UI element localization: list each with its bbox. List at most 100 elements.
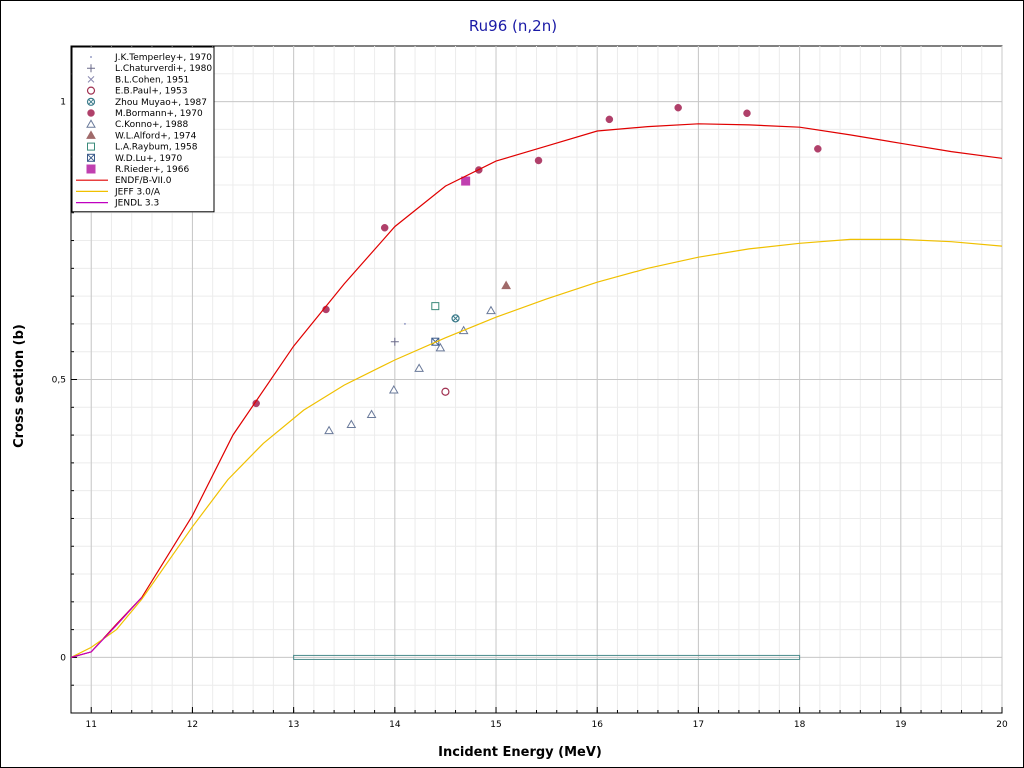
legend-marker-swatch xyxy=(86,86,96,95)
y-axis-label: Cross section (b) xyxy=(12,324,27,448)
series-line xyxy=(71,596,143,658)
legend-marker-swatch xyxy=(86,97,96,106)
marker-filled-circle xyxy=(380,224,389,232)
legend-entry: J.K.Temperley+, 1970 xyxy=(90,53,212,63)
data-point xyxy=(388,385,399,394)
marker-filled-circle xyxy=(674,103,682,112)
series-6 xyxy=(324,305,496,435)
marker-open-circle xyxy=(86,86,96,95)
data-point xyxy=(461,176,471,186)
marker-dot xyxy=(90,56,92,58)
legend-label: Zhou Muyao+, 1987 xyxy=(115,98,207,108)
legend-marker-swatch xyxy=(86,119,96,128)
chart-title: Ru96 (n,2n) xyxy=(469,17,557,35)
data-point xyxy=(674,103,682,112)
marker-open-triangle xyxy=(366,409,377,419)
legend-entry: R.Rieder+, 1966 xyxy=(86,164,189,175)
legend-label: ENDF/B-VII.0 xyxy=(115,176,172,186)
marker-open-square xyxy=(431,302,440,311)
legend-label: W.L.Alford+, 1974 xyxy=(115,131,197,141)
series-14 xyxy=(293,654,801,660)
marker-filled-triangle xyxy=(501,280,512,290)
marker-open-triangle xyxy=(86,119,96,128)
marker-filled-square xyxy=(86,164,96,174)
legend-label: W.D.Lu+, 1970 xyxy=(115,154,183,164)
marker-filled-circle xyxy=(252,399,260,408)
series-line xyxy=(71,238,1002,658)
legend-label: E.B.Paul+, 1953 xyxy=(115,87,188,97)
x-tick-label: 18 xyxy=(794,720,806,730)
marker-plus xyxy=(390,337,399,346)
data-point xyxy=(743,109,751,118)
marker-open-triangle xyxy=(324,425,334,435)
marker-open-triangle xyxy=(388,385,399,394)
legend-entry: W.D.Lu+, 1970 xyxy=(87,153,183,164)
series-11 xyxy=(71,123,1002,658)
y-tick-label: 0,5 xyxy=(52,376,66,386)
marker-cross xyxy=(452,315,459,322)
marker-filled-circle xyxy=(534,156,543,165)
marker-open-triangle xyxy=(346,419,357,429)
legend-entry: JEFF 3.0/A xyxy=(76,187,161,197)
legend-marker-swatch xyxy=(87,153,95,162)
data-point xyxy=(346,419,357,429)
x-tick-label: 13 xyxy=(288,720,299,730)
x-tick-label: 16 xyxy=(591,720,603,730)
data-point xyxy=(501,280,512,290)
y-tick-label: 0 xyxy=(60,653,66,663)
legend-label: JENDL 3.3 xyxy=(114,199,159,209)
legend-marker-swatch xyxy=(87,76,95,83)
legend-label: JEFF 3.0/A xyxy=(114,187,161,197)
legend-entry: W.L.Alford+, 1974 xyxy=(86,130,197,141)
marker-open-triangle xyxy=(435,342,446,352)
legend-marker-swatch xyxy=(87,142,95,151)
series-0 xyxy=(403,322,406,325)
x-tick-label: 11 xyxy=(86,720,97,730)
legend-marker-swatch xyxy=(90,56,92,58)
series-13 xyxy=(71,596,143,658)
marker-filled-triangle xyxy=(86,130,96,139)
legend-marker-swatch xyxy=(87,109,95,117)
data-point xyxy=(431,302,440,311)
axes: 11 12 13 14 15 16 17 18 19 20 0 0,5 1 xyxy=(52,73,1008,730)
data-point xyxy=(380,224,389,232)
data-point xyxy=(390,337,399,346)
marker-open-square xyxy=(87,142,95,151)
data-point xyxy=(441,387,450,396)
x-axis-label: Incident Energy (MeV) xyxy=(438,745,602,760)
legend-entry: Zhou Muyao+, 1987 xyxy=(86,97,207,108)
series-4 xyxy=(451,314,460,323)
data-point xyxy=(403,322,406,325)
series-1 xyxy=(390,337,399,346)
legend-entry: L.Chaturverdi+, 1980 xyxy=(87,64,212,74)
legend-label: R.Rieder+, 1966 xyxy=(115,165,189,175)
marker-cross xyxy=(88,98,94,105)
marker-open-triangle xyxy=(414,363,424,372)
data-point xyxy=(252,399,260,408)
legend-label: L.A.Raybum, 1958 xyxy=(115,143,198,153)
series-5 xyxy=(252,103,822,408)
series-10 xyxy=(461,176,471,186)
data-point xyxy=(814,145,822,153)
legend-marker-swatch xyxy=(86,130,96,139)
marker-filled-square xyxy=(461,176,471,186)
marker-filled-circle xyxy=(814,145,822,153)
series-line xyxy=(71,123,1002,658)
marker-x xyxy=(87,76,95,83)
x-tick-label: 14 xyxy=(389,720,401,730)
x-tick-label: 20 xyxy=(996,720,1008,730)
series-7 xyxy=(501,280,512,290)
series-12 xyxy=(71,238,1002,658)
data-point xyxy=(414,363,424,372)
marker-open-triangle xyxy=(486,305,496,315)
x-tick-label: 12 xyxy=(187,720,198,730)
series-layer xyxy=(71,103,1002,660)
data-point xyxy=(486,305,496,315)
data-point xyxy=(324,425,334,435)
series-8 xyxy=(431,302,440,311)
legend-entry: JENDL 3.3 xyxy=(76,199,159,209)
marker-cross xyxy=(87,153,95,162)
marker-plus xyxy=(87,64,95,73)
